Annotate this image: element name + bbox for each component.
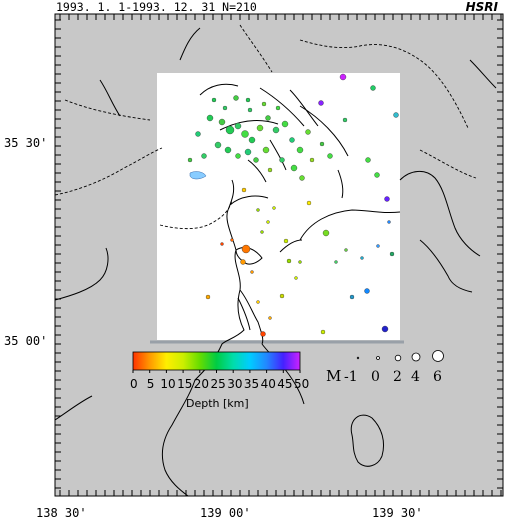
map-frame [54, 13, 504, 497]
depth-colorbar-fill [132, 351, 301, 371]
epicenter-markers [187, 73, 399, 337]
depth-tick-label: 45 [277, 377, 293, 391]
magnitude-tick-label: 2 [393, 369, 402, 385]
depth-tick-label: 0 [130, 377, 138, 391]
lon-label-139-00: 139 00' [200, 506, 251, 520]
fault-lines [199, 83, 349, 331]
magnitude-tick-label: 6 [433, 369, 442, 385]
magnitude-tick-label: 0 [371, 369, 380, 385]
coastline [54, 27, 497, 497]
magnitude-legend-circles [356, 350, 444, 362]
depth-scale-title: Depth [km] [186, 397, 249, 410]
depth-tick-label: 50 [294, 377, 310, 391]
frame-ticks [55, 14, 503, 496]
lat-label-35-30: 35 30' [4, 136, 48, 150]
magnitude-scale-title: M [326, 367, 342, 385]
lat-label-35-00: 35 00' [4, 334, 48, 348]
depth-tick-label: 25 [210, 377, 226, 391]
depth-tick-label: 40 [260, 377, 276, 391]
magnitude-tick-label: -1 [344, 369, 358, 385]
depth-tick-label: 35 [243, 377, 260, 391]
magnitude-tick-label: 4 [411, 369, 420, 385]
brand-label: HSRI [465, 0, 498, 14]
depth-tick-label: 15 [177, 377, 193, 391]
depth-tick-label: 30 [227, 377, 243, 391]
depth-tick-label: 20 [193, 377, 210, 391]
depth-tick-label: 5 [146, 377, 155, 391]
study-area [157, 73, 400, 340]
map-header-title: 1993. 1. 1-1993. 12. 31 N=210 [56, 0, 257, 14]
depth-colorbar [132, 351, 301, 373]
prefecture-boundaries [54, 24, 477, 230]
lon-label-138-30: 138 30' [36, 506, 87, 520]
depth-tick-label: 10 [160, 377, 176, 391]
lon-label-139-30: 139 30' [372, 506, 423, 520]
